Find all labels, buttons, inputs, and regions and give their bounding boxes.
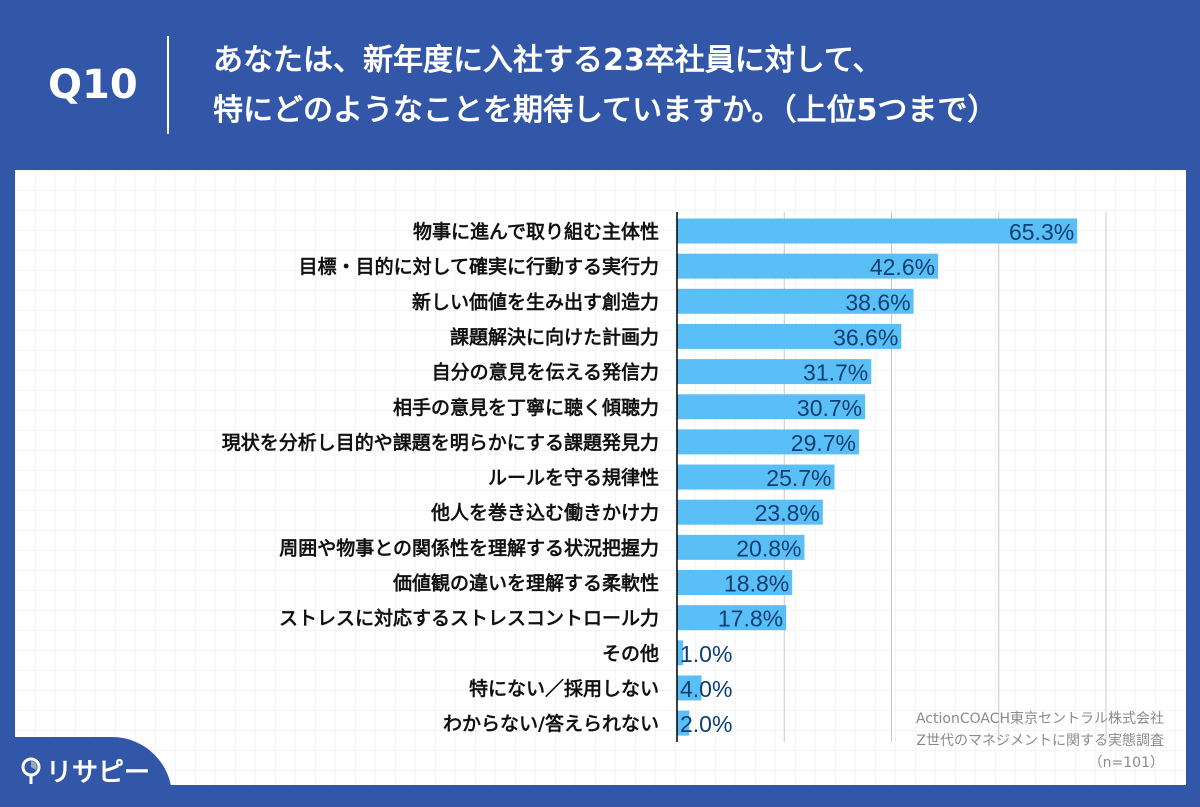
- source-line: ActionCOACH東京セントラル株式会社: [915, 711, 1164, 727]
- data-label: 20.8%: [736, 535, 801, 561]
- bar: [677, 464, 835, 490]
- sample-size: （n=101）: [1088, 755, 1164, 771]
- category-label: わからない/答えられない: [443, 712, 659, 735]
- data-label: 4.0%: [680, 676, 732, 702]
- data-label: 2.0%: [680, 711, 732, 737]
- category-label: 周囲や物事との関係性を理解する状況把握力: [279, 536, 659, 559]
- logo-tab: [0, 737, 172, 807]
- category-label: ストレスに対応するストレスコントロール力: [279, 607, 659, 630]
- question-number: Q10: [48, 62, 138, 108]
- bar: [677, 534, 805, 560]
- pin-icon: [21, 757, 41, 784]
- title-line: あなたは、新年度に入社する23卒社員に対して、: [213, 43, 883, 78]
- source-line: Z世代のマネジメントに関する実態調査: [916, 733, 1164, 749]
- category-label: 目標・目的に対して確実に行動する実行力: [299, 255, 659, 278]
- category-label: その他: [602, 642, 659, 665]
- bar: [677, 710, 690, 736]
- source-note: ActionCOACH東京セントラル株式会社 Z世代のマネジメントに関する実態調…: [916, 708, 1164, 774]
- data-label: 25.7%: [766, 465, 831, 491]
- data-label: 1.0%: [680, 641, 732, 667]
- bar: [677, 570, 793, 595]
- category-label: 価値観の違いを理解する柔軟性: [392, 572, 659, 595]
- category-label: 他人を巻き込む働きかけ力: [430, 501, 659, 524]
- bar: [677, 429, 860, 455]
- chart-card: [15, 170, 1186, 785]
- data-label: 18.8%: [724, 571, 789, 597]
- data-label: 65.3%: [1009, 219, 1074, 245]
- category-label: 自分の意見を伝える発信力: [432, 361, 659, 384]
- logo: リサピー: [20, 752, 150, 789]
- title-line: 特にどのようなことを期待していますか。（上位5つまで）: [213, 93, 998, 128]
- bar: [677, 359, 872, 385]
- data-label: 23.8%: [755, 500, 820, 526]
- category-label: ルールを守る規律性: [488, 466, 659, 489]
- bar: [677, 499, 823, 525]
- bar: [677, 394, 866, 420]
- data-label: 31.7%: [803, 360, 868, 386]
- data-label: 29.7%: [791, 430, 856, 456]
- bar: [677, 605, 787, 631]
- bar: [677, 288, 914, 314]
- logo-text: リサピー: [46, 758, 151, 788]
- category-label: 特にない／採用しない: [469, 677, 659, 700]
- category-label: 相手の意見を丁寧に聴く傾聴力: [393, 396, 659, 419]
- data-label: 36.6%: [833, 324, 898, 350]
- data-label: 17.8%: [718, 606, 783, 632]
- data-label: 30.7%: [797, 395, 862, 421]
- page-title: あなたは、新年度に入社する23卒社員に対して、 特にどのようなことを期待していま…: [213, 36, 997, 136]
- category-label: 課題解決に向けた計画力: [450, 325, 659, 348]
- bar: [677, 253, 939, 279]
- category-label: 物事に進んで取り組む主体性: [413, 220, 659, 243]
- header-divider: [167, 36, 169, 134]
- bar: [677, 640, 684, 666]
- data-label: 38.6%: [845, 289, 910, 315]
- bar: [677, 323, 902, 349]
- bar: [677, 675, 702, 701]
- category-label: 現状を分析し目的や課題を明らかにする課題発見力: [222, 431, 659, 454]
- data-label: 42.6%: [870, 254, 935, 280]
- bar: [677, 218, 1078, 244]
- category-label: 新しい価値を生み出す創造力: [412, 290, 659, 313]
